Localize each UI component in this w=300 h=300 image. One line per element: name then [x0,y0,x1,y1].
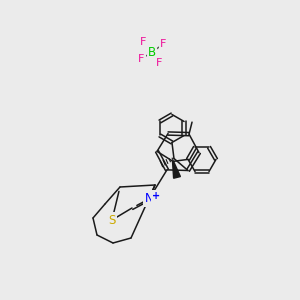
Text: F: F [160,39,167,49]
Text: S: S [108,214,116,226]
Text: N: N [145,193,153,206]
Text: +: + [152,191,160,201]
Text: F: F [156,58,162,68]
Text: F: F [140,37,146,47]
Text: B: B [148,46,156,59]
Polygon shape [172,161,180,178]
Text: F: F [138,54,144,64]
